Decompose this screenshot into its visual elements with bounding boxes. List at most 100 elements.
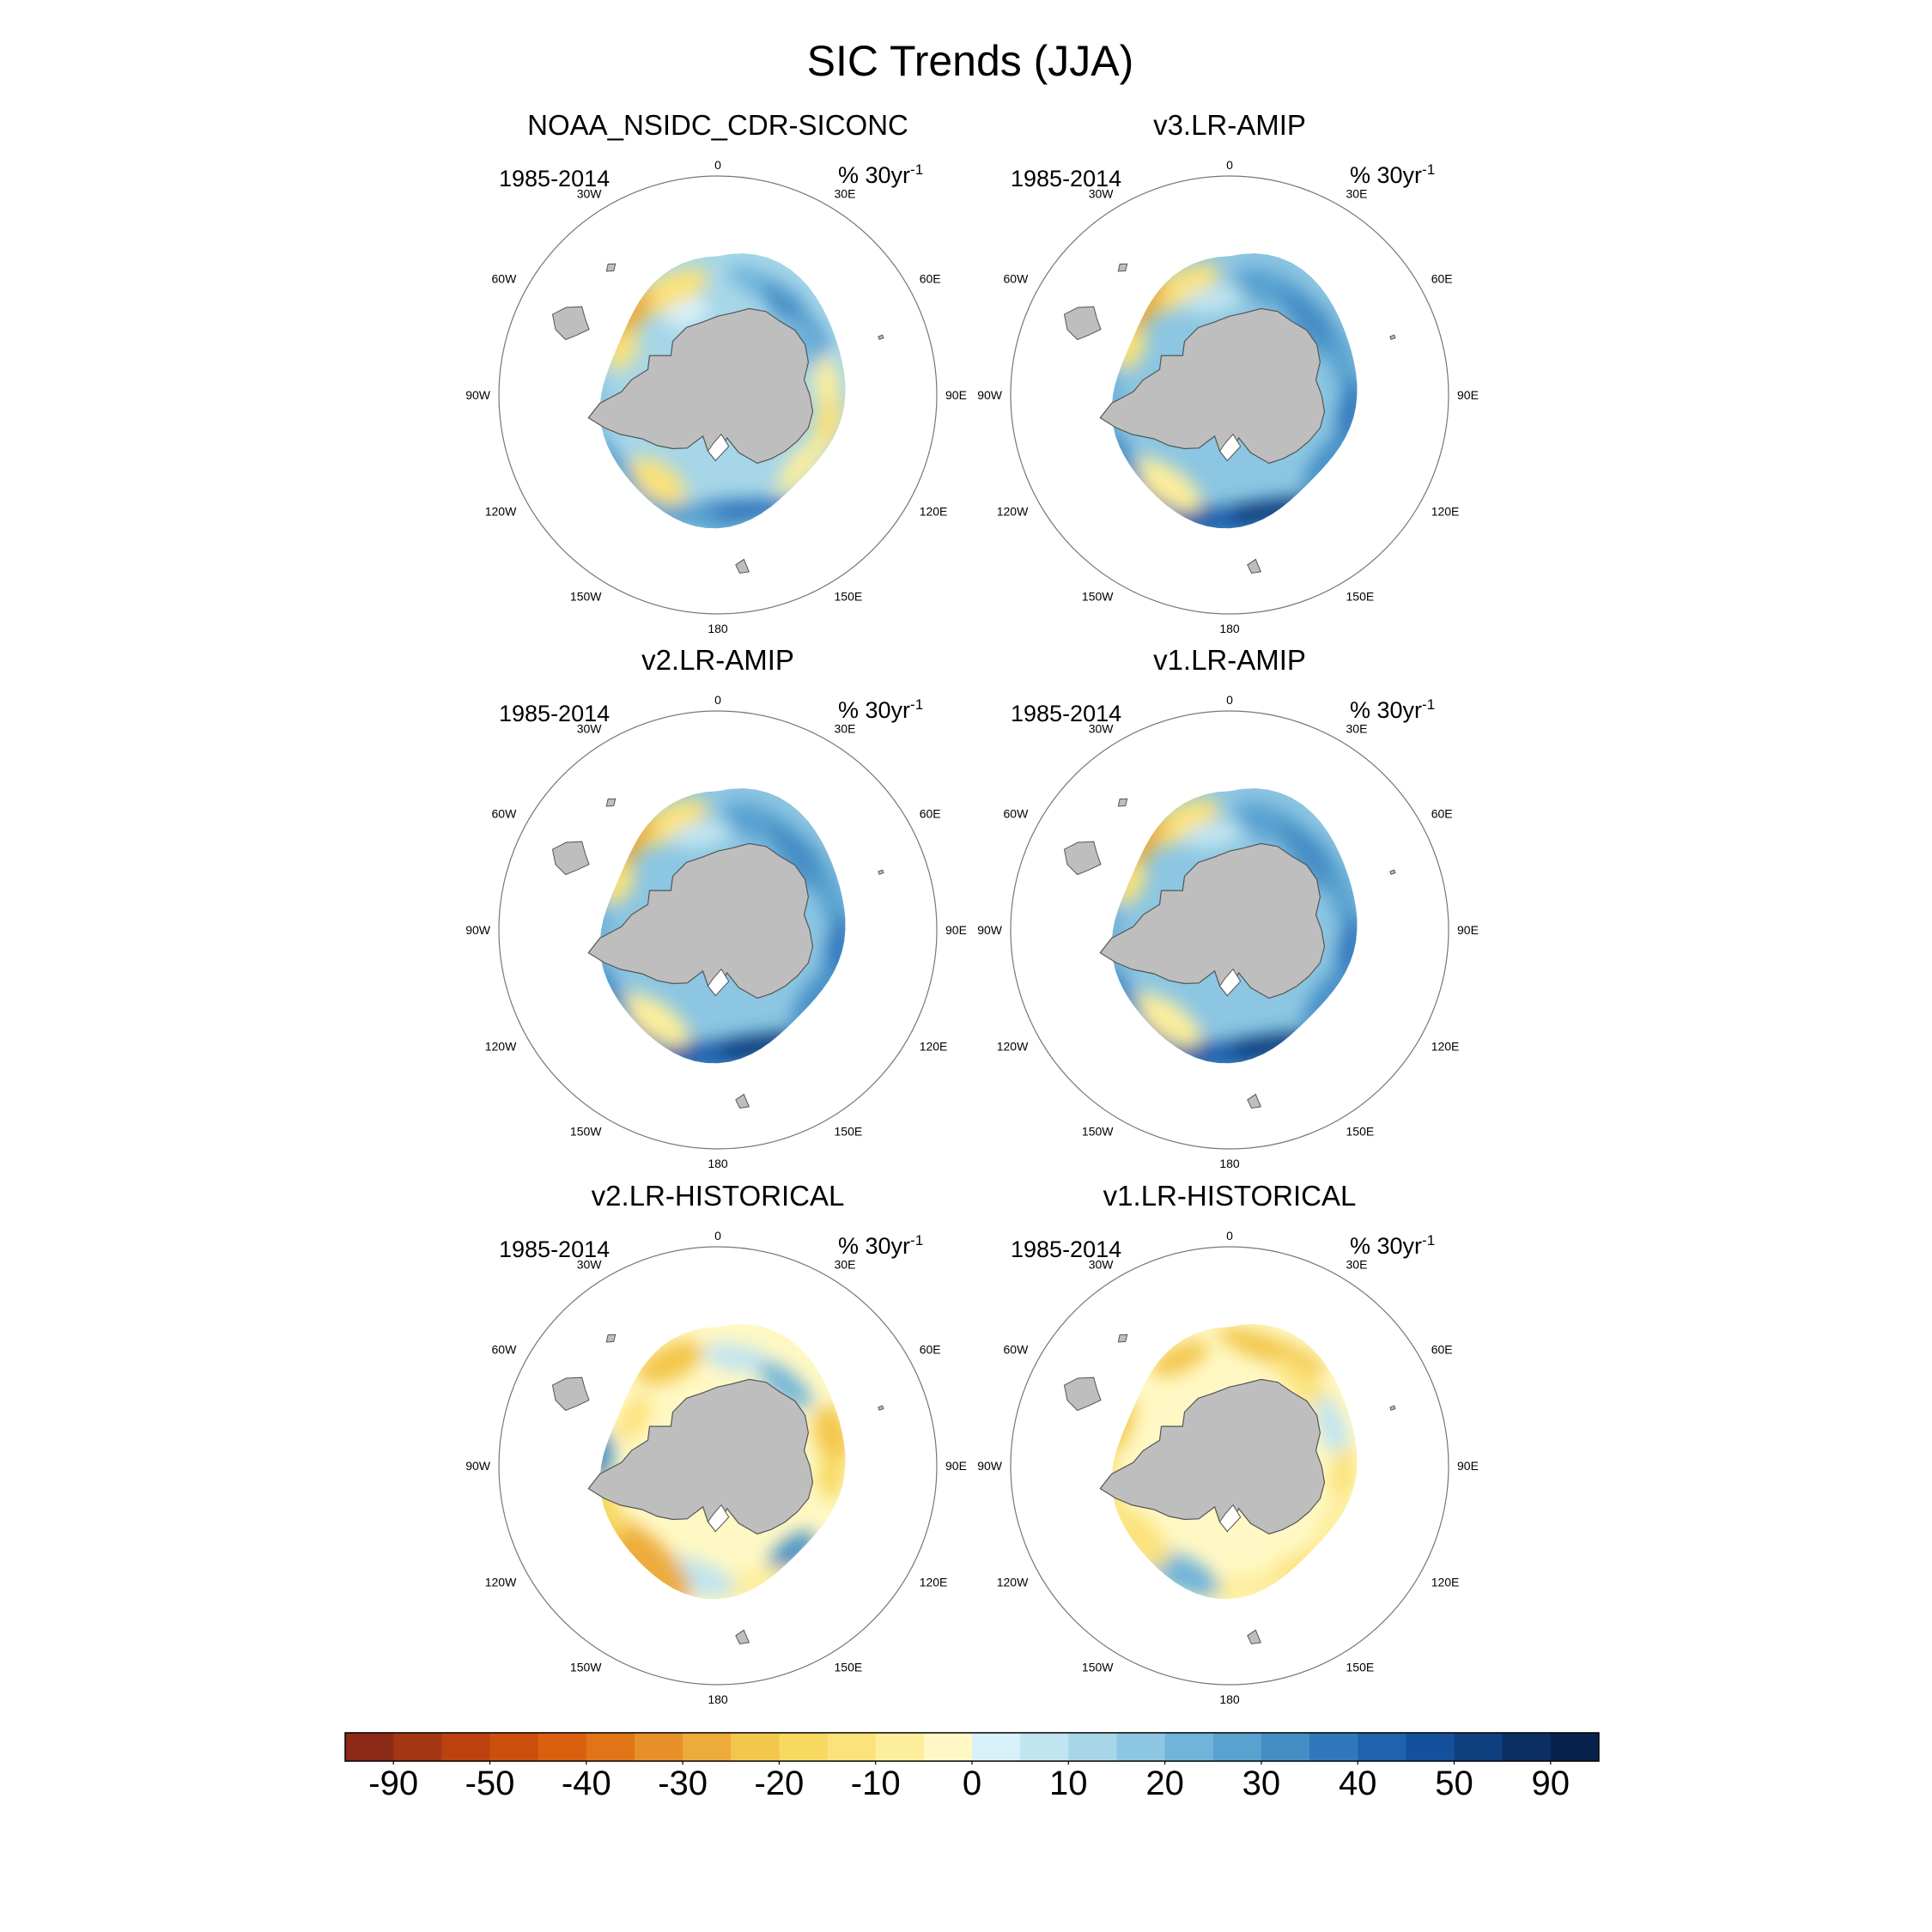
longitude-label: 0 [1226,158,1233,172]
longitude-label: 120E [1431,1576,1460,1589]
trend-cell [1329,1446,1357,1506]
longitude-label: 60W [492,272,518,286]
period-label: 1985-2014 [499,1236,610,1262]
longitude-label: 180 [1219,622,1240,635]
colorbar-swatch [1358,1733,1406,1761]
colorbar-swatch [1406,1733,1455,1761]
island [605,1334,617,1343]
units-label: % 30yr-1 [1350,1232,1435,1259]
island [1117,1334,1128,1343]
units-label: % 30yr-1 [838,1232,923,1259]
colorbar-tick-label: 10 [1049,1765,1088,1802]
longitude-label: 60W [1004,807,1030,821]
longitude-label: 60E [920,1343,941,1357]
period-label: 1985-2014 [499,166,610,191]
map-frame [498,175,938,615]
panel-title: v2.LR-HISTORICAL [592,1180,845,1212]
south-america-tip [551,1376,590,1412]
colorbar-swatch [345,1733,394,1761]
colorbar-swatch [634,1733,683,1761]
figure-title: SIC Trends (JJA) [807,37,1134,85]
trend-cell [1315,1395,1350,1461]
colorbar-swatch [1454,1733,1504,1761]
longitude-label: 150E [835,590,863,604]
colorbar-tick-label: -50 [465,1765,515,1802]
map-panel: v1.LR-AMIP 1985-2014 % 30yr-1 0 30E 60E 90E 120… [977,644,1479,1170]
island [878,1405,884,1411]
ross-ice-shelf [1218,433,1242,462]
units-label: % 30yr-1 [1350,161,1435,188]
longitude-label: 30E [835,186,856,200]
colorbar-tick-label: 30 [1242,1765,1281,1802]
island [1117,798,1128,807]
panel-title: v2.LR-AMIP [641,644,794,676]
colorbar-tick-label: -30 [658,1765,708,1802]
trend-cell [702,1343,771,1372]
longitude-label: 0 [714,1229,721,1242]
colorbar-swatch [779,1733,829,1761]
trend-cell [665,298,710,328]
map-frame [498,1246,938,1686]
longitude-label: 90W [977,388,1003,402]
units-label: % 30yr-1 [838,161,923,188]
longitude-label: 120E [920,505,948,519]
south-america-tip [551,841,590,876]
trend-cell [1151,1340,1209,1376]
map-panel: v3.LR-AMIP 1985-2014 % 30yr-1 0 30E 60E 90E 120… [977,109,1479,635]
colorbar-tick-label: 40 [1339,1765,1377,1802]
period-label: 1985-2014 [1011,701,1121,726]
island [735,1093,750,1109]
longitude-label: 90W [465,388,491,402]
longitude-label: 30E [835,721,856,735]
colorbar-swatch [1502,1733,1552,1761]
colorbar-swatch [1020,1733,1069,1761]
south-america-tip [1063,306,1102,341]
trend-cell [1182,286,1243,314]
colorbar-tick-label: 90 [1532,1765,1571,1802]
longitude-label: 0 [1226,693,1233,707]
longitude-label: 150W [1082,1125,1114,1139]
longitude-label: 30W [1089,1257,1115,1271]
colorbar-swatch [441,1733,490,1761]
ross-ice-shelf [707,968,730,997]
longitude-label: 60E [1431,272,1453,286]
trend-cell [777,437,827,494]
island [1117,263,1128,272]
longitude-label: 90W [977,923,1003,937]
period-label: 1985-2014 [1011,166,1121,191]
ross-ice-shelf [1218,1504,1242,1533]
map-panel: v2.LR-AMIP 1985-2014 % 30yr-1 0 30E 60E 90E 120… [465,644,967,1170]
map-panel: NOAA_NSIDC_CDR-SICONC 1985-2014 % 30yr-1 0 3… [465,109,967,635]
trend-cell [1182,821,1243,849]
longitude-label: 120W [997,505,1029,519]
colorbar-swatch [1550,1733,1600,1761]
longitude-label: 60W [1004,1343,1030,1357]
colorbar-swatch [538,1733,587,1761]
south-america-tip [1063,841,1102,876]
colorbar-swatch [393,1733,442,1761]
period-label: 1985-2014 [1011,1236,1121,1262]
panel-title: v3.LR-AMIP [1153,109,1306,141]
trend-cell [636,1340,703,1385]
longitude-label: 180 [708,1157,728,1170]
longitude-label: 120W [997,1040,1029,1054]
island [735,558,750,574]
longitude-label: 90W [465,923,491,937]
longitude-label: 150W [570,590,602,604]
ross-ice-shelf [1218,968,1242,997]
island [878,334,884,340]
trend-cell [629,457,687,505]
longitude-label: 90E [1457,388,1479,402]
trend-cell [1115,1509,1170,1569]
longitude-label: 150E [1346,1125,1375,1139]
ross-ice-shelf [707,433,730,462]
colorbar-tick-label: -20 [754,1765,804,1802]
colorbar-swatch [1068,1733,1117,1761]
longitude-label: 120W [485,505,517,519]
trend-cell [766,1531,816,1575]
island [1247,1629,1262,1645]
longitude-label: 90E [945,388,967,402]
colorbar-swatch [972,1733,1021,1761]
map-panel: v2.LR-HISTORICAL 1985-2014 % 30yr-1 0 30E 60E… [465,1180,967,1706]
colorbar-swatch [923,1733,973,1761]
